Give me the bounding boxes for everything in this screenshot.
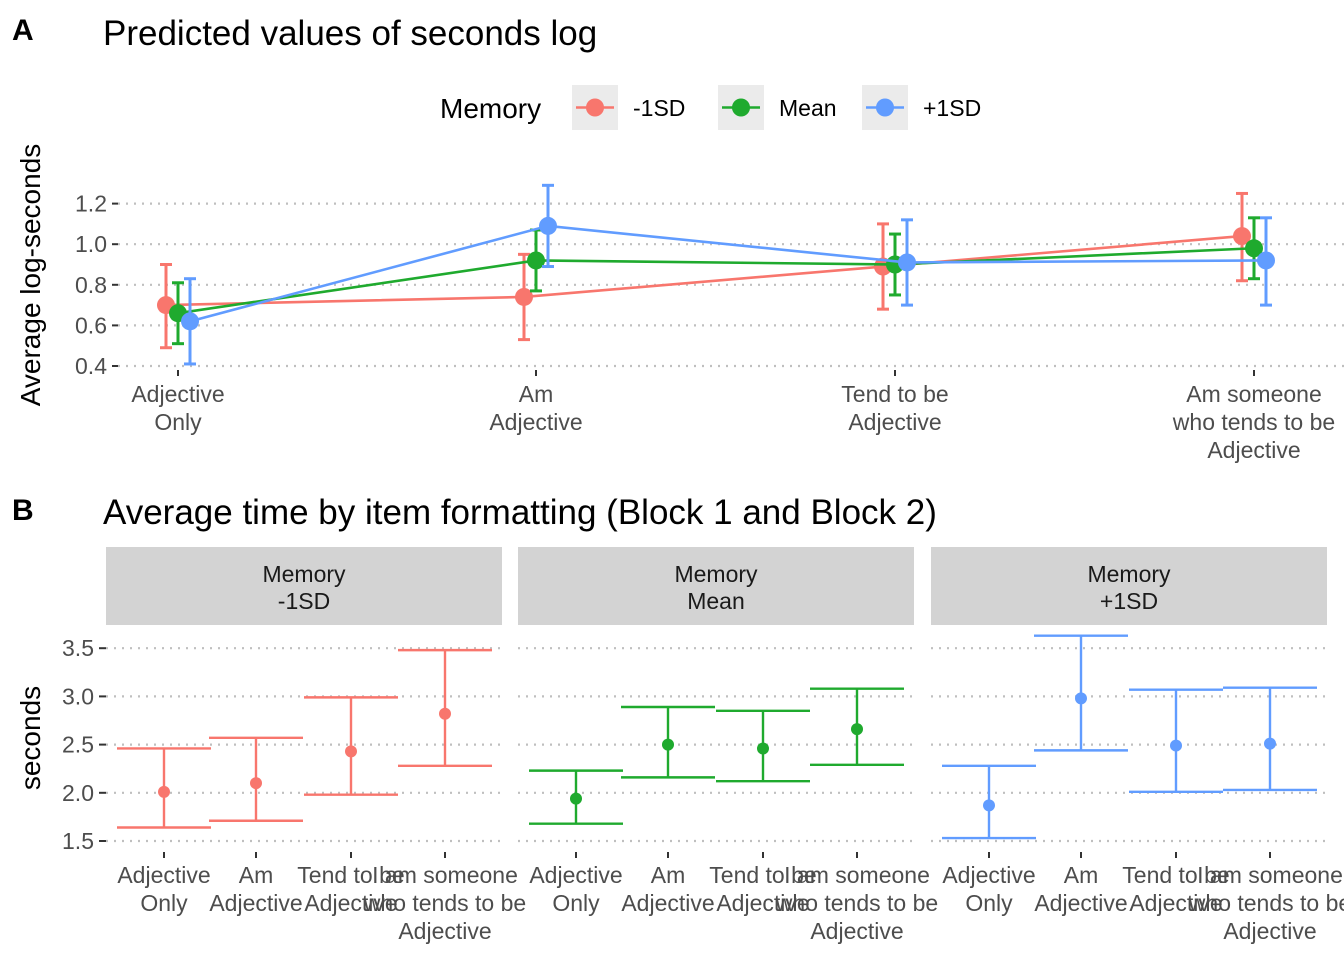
x-tick-label: Adjective	[848, 409, 941, 435]
facet-strip-label: Memory	[262, 561, 346, 587]
data-point	[158, 785, 170, 798]
panel-a-y-axis-title: Average log-seconds	[15, 144, 46, 407]
data-point	[1264, 737, 1276, 750]
x-tick-label: Am	[519, 381, 554, 407]
data-point	[527, 251, 545, 270]
y-tick-label: 1.2	[75, 191, 107, 217]
legend-title: Memory	[440, 93, 541, 124]
x-tick-label: Adjective	[1207, 437, 1300, 463]
x-tick-label: Adjective	[1129, 890, 1222, 916]
y-tick-label: 1.5	[62, 828, 94, 854]
x-tick-label: Adjective	[304, 890, 397, 916]
x-tick-label: Adjective	[1223, 918, 1316, 944]
data-point	[662, 738, 674, 751]
x-tick-label: Only	[965, 890, 1013, 916]
data-point	[1257, 251, 1275, 270]
x-tick-label: Am	[239, 862, 274, 888]
x-tick-label: Tend to be	[841, 381, 948, 407]
x-tick-label: Only	[154, 409, 202, 435]
x-tick-label: who tends to be	[1172, 409, 1335, 435]
panel-a-tag: A	[12, 14, 34, 47]
x-tick-label: Adjective	[942, 862, 1035, 888]
x-tick-label: who tends to be	[363, 890, 526, 916]
facet-strip	[518, 547, 914, 625]
facet-strip	[931, 547, 1327, 625]
x-tick-label: Only	[140, 890, 188, 916]
data-point	[345, 745, 357, 758]
panel-a-plot: 0.40.60.81.01.2AdjectiveOnlyAmAdjectiveT…	[75, 183, 1344, 463]
y-tick-label: 3.0	[62, 683, 94, 709]
facet-strip-label: Memory	[1087, 561, 1171, 587]
y-tick-label: 0.8	[75, 272, 107, 298]
x-tick-label: Adjective	[209, 890, 302, 916]
series-line--1SD	[165, 234, 1243, 307]
x-tick-label: Am	[651, 862, 686, 888]
legend-label-+1SD: +1SD	[923, 95, 981, 121]
data-point	[851, 723, 863, 736]
panel-b-title: Average time by item formatting (Block 1…	[103, 493, 937, 532]
y-tick-label: 2.0	[62, 780, 94, 806]
series-line-Mean	[177, 246, 1255, 315]
data-point	[1245, 239, 1263, 258]
x-tick-label: Adjective	[810, 918, 903, 944]
data-point	[439, 707, 451, 720]
panel-b-y-axis-title: seconds	[15, 686, 46, 790]
x-tick-label: who tends to be	[775, 890, 938, 916]
legend-label-Mean: Mean	[779, 95, 837, 121]
series-line-+1SD	[189, 224, 1267, 323]
x-tick-label: Adjective	[529, 862, 622, 888]
data-point	[250, 777, 262, 790]
facet-strip-label: +1SD	[1100, 588, 1158, 614]
x-tick-label: Adjective	[131, 381, 224, 407]
panel-a-title: Predicted values of seconds log	[103, 14, 597, 53]
data-point	[1170, 739, 1182, 752]
x-tick-label: Only	[552, 890, 600, 916]
legend-key-point	[586, 98, 604, 117]
data-point	[181, 312, 199, 331]
x-tick-label: Adjective	[621, 890, 714, 916]
data-point	[898, 253, 916, 272]
x-tick-label: Adjective	[398, 918, 491, 944]
x-tick-label: Am someone	[1186, 381, 1322, 407]
x-tick-label: I am someone	[784, 862, 930, 888]
x-tick-label: Tend to be	[709, 862, 816, 888]
x-tick-label: Tend to be	[297, 862, 404, 888]
data-point	[570, 792, 582, 805]
y-tick-label: 1.0	[75, 231, 107, 257]
data-point	[757, 742, 769, 755]
panel-a-legend: Memory -1SD Mean +1SD	[440, 85, 981, 130]
y-tick-label: 0.4	[75, 353, 107, 379]
facet-strip-label: -1SD	[278, 588, 330, 614]
y-tick-label: 3.5	[62, 635, 94, 661]
panel-b-tag: B	[12, 494, 34, 527]
data-point	[983, 799, 995, 812]
x-tick-label: who tends to be	[1188, 890, 1344, 916]
data-point	[1075, 692, 1087, 705]
data-point	[515, 287, 533, 306]
data-point	[539, 216, 557, 235]
panel-b-plot: 1.52.02.53.03.5Memory-1SDAdjectiveOnlyAm…	[62, 547, 1344, 944]
legend-key-point	[876, 98, 894, 117]
facet-strip	[106, 547, 502, 625]
x-tick-label: I am someone	[372, 862, 518, 888]
legend-label--1SD: -1SD	[633, 95, 685, 121]
y-tick-label: 0.6	[75, 312, 107, 338]
x-tick-label: Adjective	[1034, 890, 1127, 916]
facet-strip-label: Memory	[674, 561, 758, 587]
facet-strip-label: Mean	[687, 588, 745, 614]
x-tick-label: Adjective	[117, 862, 210, 888]
x-tick-label: I am someone	[1197, 862, 1343, 888]
data-point	[1233, 227, 1251, 246]
x-tick-label: Tend to be	[1122, 862, 1229, 888]
y-tick-label: 2.5	[62, 732, 94, 758]
legend-key-point	[732, 98, 750, 117]
x-tick-label: Adjective	[716, 890, 809, 916]
x-tick-label: Am	[1064, 862, 1099, 888]
x-tick-label: Adjective	[489, 409, 582, 435]
